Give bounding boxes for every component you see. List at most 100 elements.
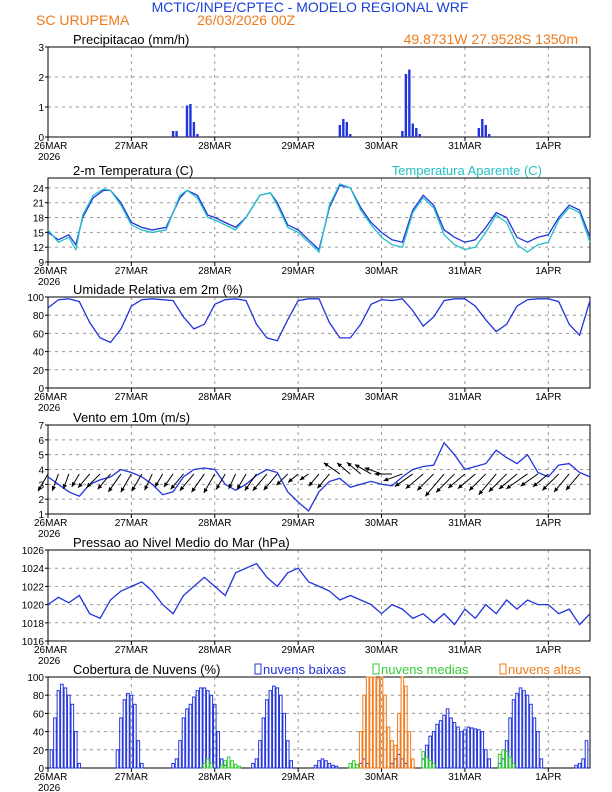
- cloud-bar: [202, 687, 207, 769]
- y-tick-label: 1026: [22, 546, 45, 557]
- panel-title: Pressao ao Nivel Medio do Mar (hPa): [73, 535, 290, 550]
- precip-bar: [408, 69, 411, 137]
- x-tick-label: 27MAR: [115, 518, 148, 529]
- cloud-bar: [223, 760, 227, 769]
- wind-arrow-head: [38, 486, 43, 492]
- precip-bar: [484, 125, 487, 137]
- y-tick-label: 2: [38, 495, 44, 506]
- cloud-bar: [483, 749, 488, 769]
- x-tick-label: 26MAR: [34, 141, 67, 152]
- x-tick-label: 28MAR: [198, 772, 231, 783]
- wind-arrow-head: [163, 482, 169, 488]
- x-tick-label: 28MAR: [198, 141, 231, 152]
- cloud-bar: [386, 726, 391, 769]
- cloud-bar: [206, 758, 210, 769]
- year-label: 2026: [38, 277, 61, 288]
- cloud-bar: [473, 728, 478, 769]
- cloud-bar: [511, 762, 516, 769]
- y-tick-label: 40: [33, 728, 45, 739]
- cloud-bar: [70, 703, 75, 769]
- y-tick-label: 18: [33, 214, 45, 225]
- precip-bar: [477, 128, 481, 137]
- cloud-bar: [470, 727, 474, 769]
- y-tick-label: 0: [38, 133, 44, 144]
- y-tick-label: 12: [33, 243, 45, 254]
- x-tick-label: 28MAR: [198, 266, 231, 277]
- header-run: 26/03/2026 00Z: [197, 12, 296, 28]
- cloud-bar: [449, 717, 453, 769]
- cloud-bar: [487, 758, 492, 769]
- wind-arrow-head: [364, 467, 370, 472]
- x-tick-label: 28MAR: [198, 645, 231, 656]
- panel-title: 2-m Temperatura (C): [73, 163, 193, 178]
- wind-arrow-head: [498, 484, 504, 490]
- cloud-bar: [525, 694, 530, 769]
- cloud-bar: [195, 690, 200, 769]
- cloud-bar: [372, 676, 377, 769]
- y-tick-label: 40: [33, 348, 45, 359]
- y-tick-label: 100: [27, 673, 44, 684]
- cloud-bar: [424, 756, 429, 769]
- year-label: 2026: [38, 783, 61, 792]
- y-tick-label: 1: [38, 510, 44, 521]
- x-tick-label: 31MAR: [448, 518, 481, 529]
- cloud-bar: [174, 758, 179, 769]
- x-tick-label: 1APR: [535, 645, 561, 656]
- cloud-bar: [400, 676, 405, 769]
- wind-arrow-head: [179, 486, 185, 491]
- x-tick-label: 30MAR: [365, 772, 398, 783]
- y-tick-label: 0: [38, 384, 44, 395]
- cloud-bar: [515, 692, 519, 769]
- cloud-bar: [511, 699, 516, 769]
- wind-arrow-head: [317, 483, 322, 489]
- wind-arrow-head: [383, 477, 389, 482]
- cloud-bar: [358, 731, 363, 769]
- cloud-bar: [206, 690, 210, 769]
- cloud-bar: [67, 694, 71, 769]
- x-tick-label: 26MAR: [34, 392, 67, 403]
- precip-bar: [171, 131, 175, 137]
- wind-arrow-head: [120, 487, 125, 493]
- panel-title: Cobertura de Nuvens (%): [73, 662, 220, 677]
- cloud-bar: [327, 762, 332, 769]
- x-tick-label: 31MAR: [448, 392, 481, 403]
- precip-bar: [342, 119, 345, 137]
- cloud-bar: [407, 731, 412, 769]
- wind-arrow-head: [478, 489, 484, 495]
- precip-bar: [415, 128, 418, 137]
- cloud-bar: [355, 763, 360, 769]
- panel-precip: 0 1 2 3 26MAR 27MAR 28MAR 29MAR 30MAR 31MAR 1APR 20…: [34, 32, 591, 163]
- wind-arrow-head: [263, 485, 269, 491]
- y-tick-label: 9: [38, 258, 44, 269]
- y-tick-label: 1018: [22, 619, 45, 630]
- cloud-bar: [289, 760, 294, 769]
- legend-swatch: [372, 663, 380, 675]
- wind-arrow: [478, 473, 497, 496]
- wind-arrow-head: [425, 491, 430, 497]
- x-tick-label: 29MAR: [281, 141, 314, 152]
- wind-arrow-head: [203, 488, 208, 494]
- cloud-bar: [199, 687, 203, 769]
- x-tick-label: 27MAR: [115, 392, 148, 403]
- cloud-bar: [282, 712, 287, 769]
- cloud-bar: [466, 726, 471, 769]
- wind-arrow-head: [542, 485, 547, 491]
- y-tick-label: 7: [38, 421, 44, 432]
- series-line: [47, 562, 591, 626]
- wind-arrow-head: [71, 481, 76, 487]
- cloud-bar: [477, 729, 481, 769]
- cloud-bar: [268, 690, 273, 769]
- series-line: [47, 183, 591, 254]
- y-tick-label: 24: [33, 184, 45, 195]
- cloud-bar: [230, 760, 234, 769]
- cloud-bar: [63, 687, 68, 769]
- wind-arrow-head: [155, 482, 160, 488]
- wind-arrow-head: [553, 487, 559, 493]
- y-tick-label: 4: [38, 466, 44, 477]
- wind-arrow-head: [216, 484, 221, 490]
- x-tick-label: 1APR: [535, 772, 561, 783]
- series-line: [47, 184, 591, 251]
- cloud-bar: [428, 760, 432, 769]
- panel-frame: [47, 549, 591, 642]
- cloud-bar: [376, 678, 380, 769]
